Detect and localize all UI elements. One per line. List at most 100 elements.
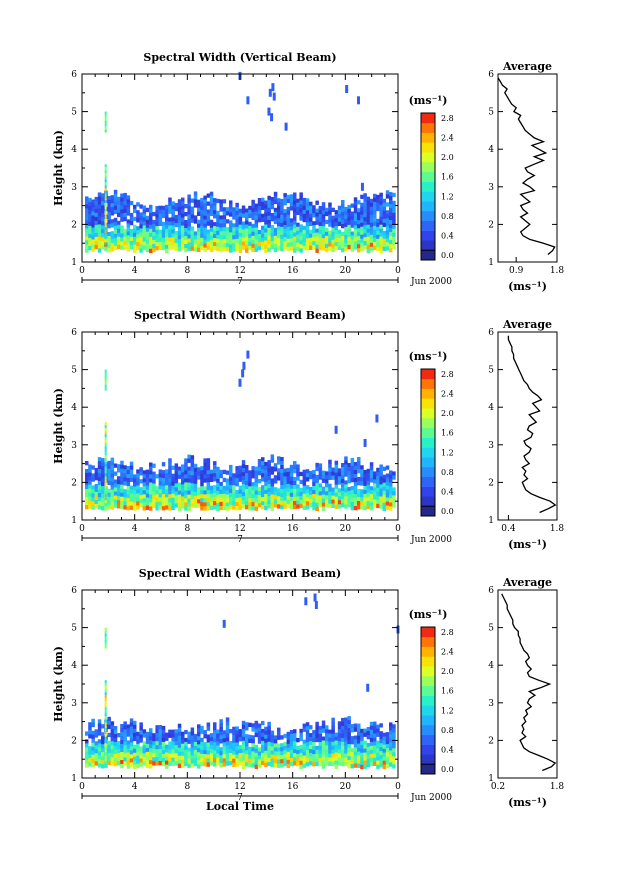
heatmap-cell: [113, 241, 118, 247]
heatmap-cell: [325, 757, 329, 762]
heatmap-cell: [353, 209, 358, 214]
heatmap-cell: [283, 201, 287, 206]
heatmap-cell: [392, 244, 396, 250]
heatmap-cell: [360, 246, 364, 251]
heatmap-cell: [315, 749, 319, 755]
heatmap-cell: [206, 742, 211, 747]
y-axis-label: Height (km): [52, 130, 65, 206]
colorbar-band: [421, 486, 435, 497]
heatmap-cell: [161, 241, 166, 247]
heatmap-cell: [184, 240, 188, 245]
heatmap-cell: [357, 248, 361, 253]
heatmap-cell: [267, 496, 271, 501]
heatmap-cell: [344, 500, 348, 505]
heatmap-cell: [152, 495, 156, 500]
heatmap-cell: [94, 232, 99, 238]
heatmap-cell: [190, 739, 195, 744]
heatmap-cell: [376, 238, 380, 244]
heatmap-cell: [270, 241, 275, 246]
heatmap-cell: [385, 246, 390, 251]
heatmap-cell: [299, 232, 303, 237]
heatmap-cell: [177, 502, 182, 507]
heatmap-cell: [373, 503, 377, 508]
heatmap-cell: [222, 501, 227, 507]
heatmap-cell: [328, 475, 332, 480]
heatmap-cell: [347, 764, 351, 769]
heatmap-cell: [174, 214, 179, 220]
heatmap-cell: [334, 210, 339, 215]
heatmap-cell: [254, 764, 259, 770]
heatmap-cell: [88, 472, 92, 477]
heatmap-cell: [142, 225, 147, 230]
heatmap-cell: [193, 191, 198, 196]
heatmap-cell: [357, 469, 361, 474]
heatmap-cell: [366, 208, 371, 213]
heatmap-cell: [312, 470, 316, 475]
colorbar-tick-label: 1.2: [441, 448, 454, 457]
heatmap-cell: [270, 201, 275, 206]
heatmap-cell: [222, 211, 227, 216]
heatmap-cell: [261, 197, 265, 202]
heatmap-cell: [366, 240, 371, 245]
heatmap-cell: [113, 734, 118, 739]
heatmap-cell: [94, 488, 99, 493]
heatmap-cell: [321, 752, 326, 757]
heatmap-cell: [318, 210, 323, 215]
heatmap-cell: [337, 729, 342, 734]
heatmap-cell: [136, 230, 140, 235]
heatmap-cell: [152, 745, 156, 750]
heatmap-cell: [325, 235, 329, 241]
heatmap-cell: [289, 464, 294, 470]
heatmap-cell: [158, 481, 163, 486]
heatmap-cell: [104, 369, 107, 373]
heatmap-cell: [283, 229, 287, 234]
panel-1: Spectral Width (Vertical Beam)0 4 8 12 16 20 0…: [52, 51, 564, 293]
heatmap-cell: [91, 762, 95, 768]
heatmap-cell: [120, 504, 124, 509]
heatmap-cell: [177, 743, 182, 748]
heatmap-cell: [203, 195, 207, 200]
heatmap-cell: [225, 498, 230, 503]
heatmap-cell: [321, 222, 326, 227]
heatmap-cell: [280, 501, 284, 506]
heatmap-cell: [379, 735, 383, 740]
heatmap-cell: [171, 209, 175, 214]
heatmap-cell: [376, 242, 380, 248]
heatmap-cell: [104, 759, 108, 764]
heatmap-cell: [213, 477, 217, 482]
colorbar-band: [421, 725, 435, 736]
heatmap-cell: [88, 480, 92, 485]
heatmap-cell: [129, 244, 134, 250]
heatmap-cell: [305, 210, 310, 215]
heatmap-cell: [309, 725, 313, 730]
heatmap-cell: [142, 729, 147, 734]
heatmap-cell: [261, 241, 265, 246]
heatmap-cell: [190, 459, 195, 464]
heatmap-cell: [142, 237, 147, 242]
heatmap-cell: [229, 500, 233, 506]
heatmap-cell: [120, 500, 124, 505]
heatmap-cell: [235, 474, 239, 479]
heatmap-cell: [232, 754, 236, 759]
heatmap-cell: [184, 506, 188, 511]
heatmap-cell: [158, 245, 163, 250]
heatmap-cell: [129, 469, 134, 474]
heatmap-cell: [142, 470, 147, 475]
heatmap-cell: [267, 741, 271, 747]
heatmap-cell: [376, 198, 380, 204]
heatmap-cell: [238, 761, 243, 766]
heatmap-cell: [245, 228, 249, 233]
heatmap-cell: [101, 756, 105, 761]
heatmap-cell: [203, 486, 207, 491]
heatmap-cell: [133, 732, 137, 738]
heatmap-cell: [190, 455, 195, 460]
heatmap-cell: [305, 226, 310, 231]
heatmap-cell: [270, 245, 275, 250]
heatmap-cell: [88, 197, 92, 203]
heatmap-cell: [88, 504, 92, 509]
heatmap-cell: [277, 500, 281, 505]
heatmap-cell: [104, 446, 107, 450]
heatmap-cell: [219, 727, 223, 732]
heatmap-cell: [155, 757, 159, 762]
heatmap-cell: [283, 480, 287, 485]
